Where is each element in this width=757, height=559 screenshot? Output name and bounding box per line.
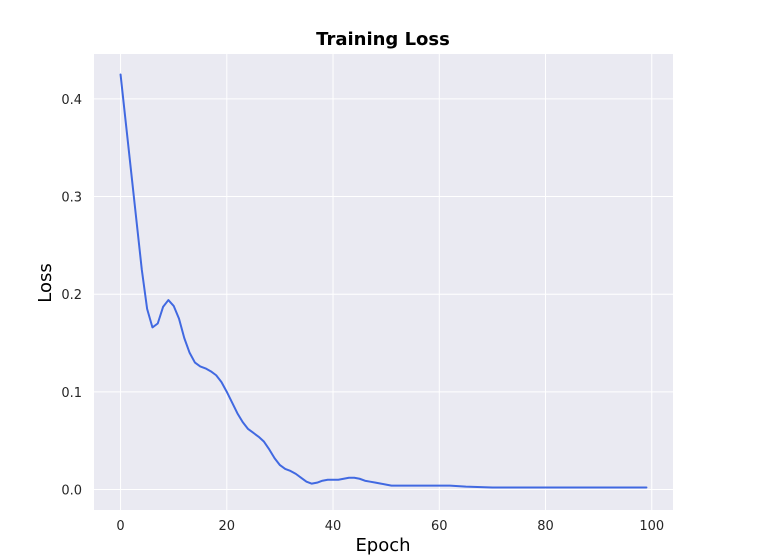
loss-series-line [119,73,648,489]
y-tick-labels: 0.0 0.1 0.2 0.3 0.4 [61,93,82,499]
grid-lines [94,54,673,510]
x-tick-label: 80 [537,519,554,534]
chart-title: Training Loss [316,29,450,50]
x-tick-label: 20 [219,519,236,534]
x-tick-label: 40 [325,519,342,534]
y-tick-label: 0.4 [61,93,82,108]
y-tick-label: 0.1 [61,386,82,401]
y-tick-label: 0.0 [61,483,82,498]
x-tick-labels: 0 20 40 60 80 100 [116,519,664,534]
x-tick-label: 100 [639,519,664,534]
x-tick-label: 60 [431,519,448,534]
x-axis-label: Epoch [355,535,410,556]
plot-area [94,54,673,510]
y-axis-label: Loss [35,263,56,302]
x-tick-label: 0 [116,519,124,534]
y-tick-label: 0.3 [61,191,82,206]
y-tick-label: 0.2 [61,288,82,303]
